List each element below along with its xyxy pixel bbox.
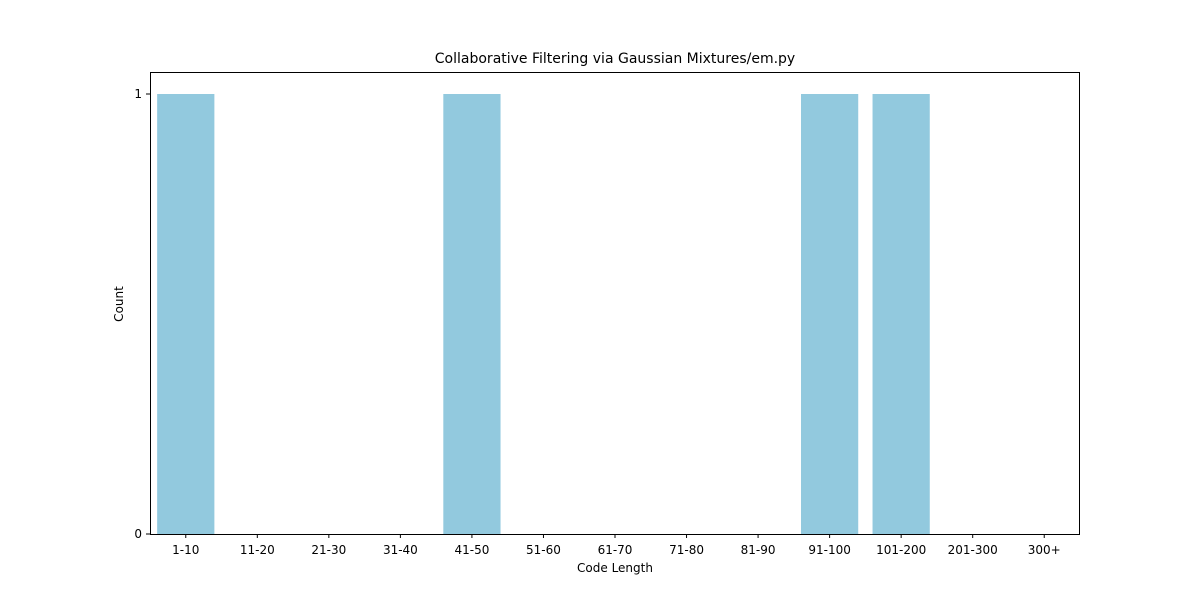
x-axis-label: Code Length [577, 561, 653, 575]
x-tick-label: 41-50 [454, 543, 489, 557]
x-tick-label: 61-70 [598, 543, 633, 557]
bar [872, 94, 930, 534]
x-axis-ticks: 1-10 11-20 21-30 31-40 41-50 51-60 61-70 71-80 8… [172, 534, 1061, 557]
bar [801, 94, 859, 534]
bars [157, 94, 930, 534]
y-tick-label: 1 [134, 87, 142, 101]
bar [443, 94, 501, 534]
y-axis-label: Count [112, 286, 126, 322]
x-tick-label: 11-20 [240, 543, 275, 557]
y-tick-label: 0 [134, 527, 142, 541]
bar [157, 94, 215, 534]
x-tick-label: 101-200 [876, 543, 926, 557]
y-axis-ticks: 01 [134, 87, 150, 541]
x-tick-label: 31-40 [383, 543, 418, 557]
x-tick-label: 81-90 [741, 543, 776, 557]
x-tick-label: 300+ [1028, 543, 1061, 557]
x-tick-label: 51-60 [526, 543, 561, 557]
chart-title: Collaborative Filtering via Gaussian Mix… [435, 51, 795, 67]
x-tick-label: 201-300 [948, 543, 998, 557]
plot-frame [150, 72, 1080, 535]
x-tick-label: 1-10 [172, 543, 199, 557]
x-tick-label: 21-30 [311, 543, 346, 557]
x-tick-label: 91-100 [808, 543, 851, 557]
x-tick-label: 71-80 [669, 543, 704, 557]
